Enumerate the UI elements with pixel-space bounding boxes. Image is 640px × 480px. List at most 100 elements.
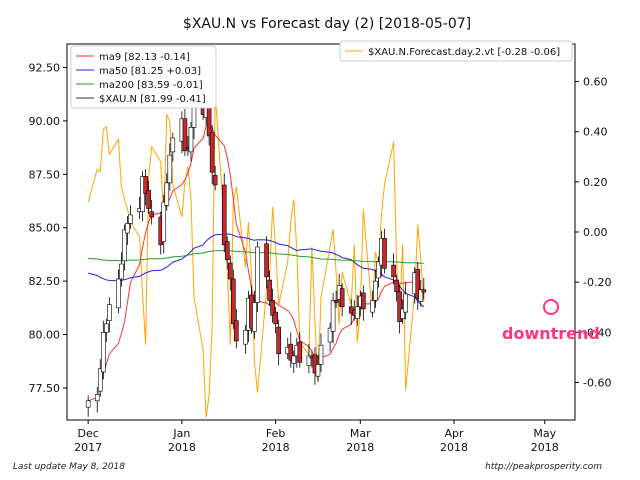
candle-body <box>188 127 194 153</box>
candle-body <box>122 229 127 262</box>
right-tick-label-3: 0.00 <box>583 226 608 239</box>
candle <box>224 236 230 270</box>
candle-body <box>161 201 167 242</box>
candle <box>143 168 148 206</box>
candle-body <box>209 132 215 173</box>
candle <box>288 332 294 368</box>
candle-body <box>94 394 100 402</box>
candle-body <box>415 269 421 299</box>
candle <box>255 241 260 313</box>
candle <box>276 319 281 366</box>
candle <box>327 322 333 352</box>
candle <box>421 277 427 300</box>
candle-body <box>227 262 233 280</box>
ma50-line <box>88 233 425 308</box>
candle-body <box>276 326 281 355</box>
legend-label-ma9: ma9 [82.13 -0.14] <box>99 52 190 63</box>
candle <box>140 171 145 222</box>
candlesticks <box>85 62 427 417</box>
candle-body <box>143 176 148 194</box>
plot-frame <box>66 43 576 421</box>
legend-label-price: $XAU.N [81.99 -0.41] <box>99 94 206 105</box>
right-tick-label-0: -0.60 <box>583 376 611 389</box>
candle <box>270 288 275 323</box>
legend-right-box <box>339 40 573 62</box>
candle <box>415 261 421 310</box>
candle-body <box>107 304 112 321</box>
legend-label-forecast: $XAU.N.Forecast.day.2.vt [-0.28 -0.06] <box>368 47 560 58</box>
candle-body <box>243 329 248 345</box>
candle <box>97 359 103 397</box>
candle <box>400 299 405 324</box>
candle <box>243 324 248 354</box>
candle <box>339 283 345 317</box>
candle-body <box>97 368 103 392</box>
candle <box>164 173 170 211</box>
candle-body <box>273 311 278 325</box>
candle-body <box>116 278 121 309</box>
right-tick-label-2: -0.20 <box>583 276 611 289</box>
candle-body <box>397 291 402 323</box>
left-tick-label-1: 80.00 <box>29 329 61 342</box>
candle-body <box>312 354 318 374</box>
candle-body <box>376 261 381 279</box>
candle-body <box>140 176 145 213</box>
candle-body <box>270 300 275 316</box>
right-tick-label-6: 0.60 <box>583 76 608 89</box>
left-tick-label-6: 92.50 <box>29 62 61 75</box>
candle <box>391 253 396 285</box>
candle-body <box>231 278 236 325</box>
x-tick-year-1: 2018 <box>168 441 196 454</box>
candle-body <box>288 343 294 361</box>
candle <box>373 269 378 308</box>
candle <box>209 125 215 184</box>
candle-body <box>391 264 396 278</box>
footer-right: http://peakprosperity.com <box>485 462 602 472</box>
candle-body <box>330 300 336 332</box>
candle <box>291 350 297 373</box>
candle-body <box>297 341 303 363</box>
x-tick-label-3: Mar <box>350 427 371 440</box>
candle-body <box>182 118 188 152</box>
chart-title: $XAU.N vs Forecast day (2) [2018-05-07] <box>183 16 471 32</box>
x-tick-label-0: Dec <box>78 427 99 440</box>
right-tick-label-1: -0.40 <box>583 326 611 339</box>
candle <box>382 228 387 274</box>
candle <box>170 132 176 162</box>
legend-label-ma200: ma200 [83.59 -0.01] <box>99 80 203 91</box>
candle-body <box>403 293 408 313</box>
candle <box>119 252 124 287</box>
left-tick-label-5: 90.00 <box>29 115 61 128</box>
candle <box>188 121 194 162</box>
candle-body <box>100 332 106 373</box>
candle-body <box>119 263 124 280</box>
x-tick-label-2: Feb <box>266 427 285 440</box>
candle-body <box>224 241 230 261</box>
candle-body <box>146 190 151 209</box>
candle <box>182 109 188 157</box>
candle-body <box>212 175 218 186</box>
candle <box>128 205 133 229</box>
candle <box>312 347 318 385</box>
candle <box>333 290 339 308</box>
candle <box>397 284 402 334</box>
legend-right: $XAU.N.Forecast.day.2.vt [-0.28 -0.06] <box>339 40 573 62</box>
candle-body <box>221 184 227 246</box>
candle <box>104 318 109 343</box>
forecast-series <box>87 94 425 418</box>
candle <box>306 344 312 373</box>
candle-body <box>394 279 399 293</box>
candle-body <box>418 289 424 302</box>
candle <box>418 280 424 307</box>
candle <box>221 173 227 253</box>
x-tick-year-3: 2018 <box>346 441 374 454</box>
candle <box>100 320 106 380</box>
candle-body <box>234 320 239 342</box>
right-tick-label-4: 0.20 <box>583 176 608 189</box>
candle-body <box>306 355 312 366</box>
candle <box>354 295 360 326</box>
candle <box>167 143 173 191</box>
candle <box>231 269 236 330</box>
